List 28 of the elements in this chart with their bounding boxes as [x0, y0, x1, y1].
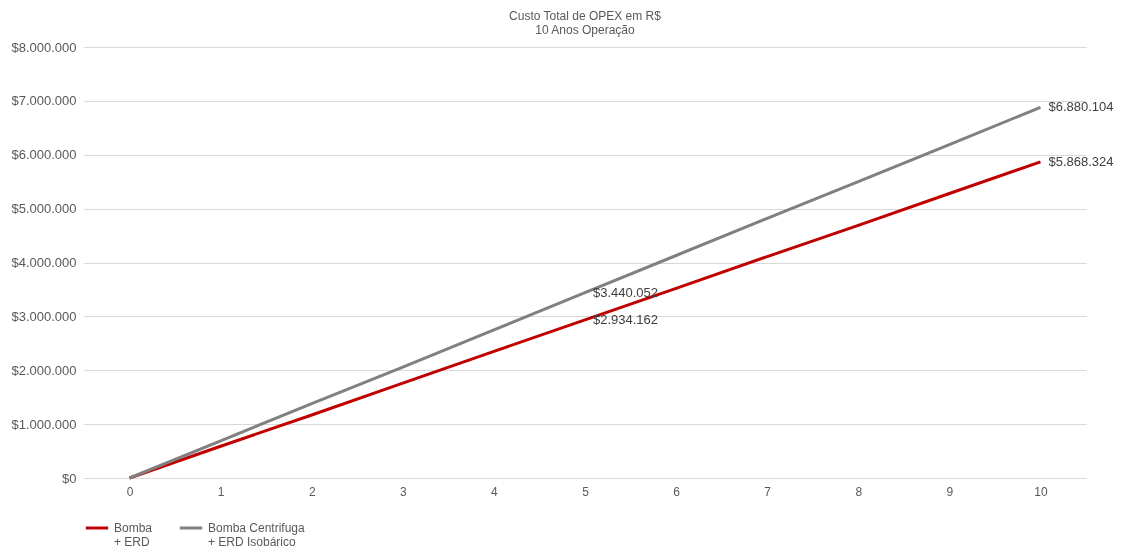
y-tick-label: $7.000.000	[11, 93, 77, 109]
chart-title: Custo Total de OPEX em R$	[509, 9, 662, 23]
x-tick-label: 4	[491, 484, 499, 499]
chart-subtitle: 10 Anos Operação	[535, 23, 636, 37]
x-tick-label: 5	[582, 484, 590, 499]
y-tick-label: $6.000.000	[11, 147, 77, 163]
y-tick-label: $8.000.000	[11, 39, 77, 55]
x-tick-label: 0	[126, 484, 134, 499]
data-label: $3.440.052	[593, 284, 659, 300]
x-tick-label: 2	[308, 484, 316, 499]
x-tick-label: 10	[1034, 484, 1048, 499]
x-tick-label: 3	[399, 484, 407, 499]
y-tick-label: $5.000.000	[11, 201, 77, 217]
x-tick-label: 8	[855, 484, 863, 499]
y-tick-label: $2.000.000	[11, 362, 77, 378]
legend-label: Bomba Centrifuga + ERD Isobárico	[208, 521, 306, 549]
x-tick-label: 6	[673, 484, 681, 499]
y-tick-label: $3.000.000	[11, 308, 77, 324]
x-tick-label: 1	[217, 484, 225, 499]
y-tick-label: $1.000.000	[11, 416, 77, 432]
y-tick-label: $4.000.000	[11, 255, 77, 270]
data-label: $2.934.162	[593, 311, 659, 327]
y-tick-label: $0	[62, 470, 77, 486]
x-tick-label: 9	[946, 484, 954, 499]
x-tick-label: 7	[764, 484, 772, 499]
legend-label: Bomba + ERD	[114, 521, 153, 549]
data-label: $6.880.104	[1048, 99, 1114, 115]
data-label: $5.868.324	[1048, 153, 1114, 169]
